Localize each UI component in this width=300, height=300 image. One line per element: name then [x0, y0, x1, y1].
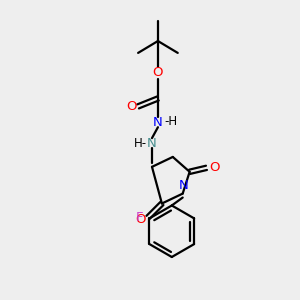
Text: N: N — [179, 179, 189, 192]
Text: O: O — [153, 66, 163, 79]
Text: F: F — [136, 211, 143, 224]
Text: N: N — [147, 136, 157, 150]
Text: O: O — [209, 161, 220, 174]
Text: O: O — [135, 213, 145, 226]
Text: -H: -H — [164, 115, 177, 128]
Text: O: O — [126, 100, 136, 113]
Text: H-: H- — [134, 136, 147, 150]
Text: N: N — [153, 116, 163, 129]
